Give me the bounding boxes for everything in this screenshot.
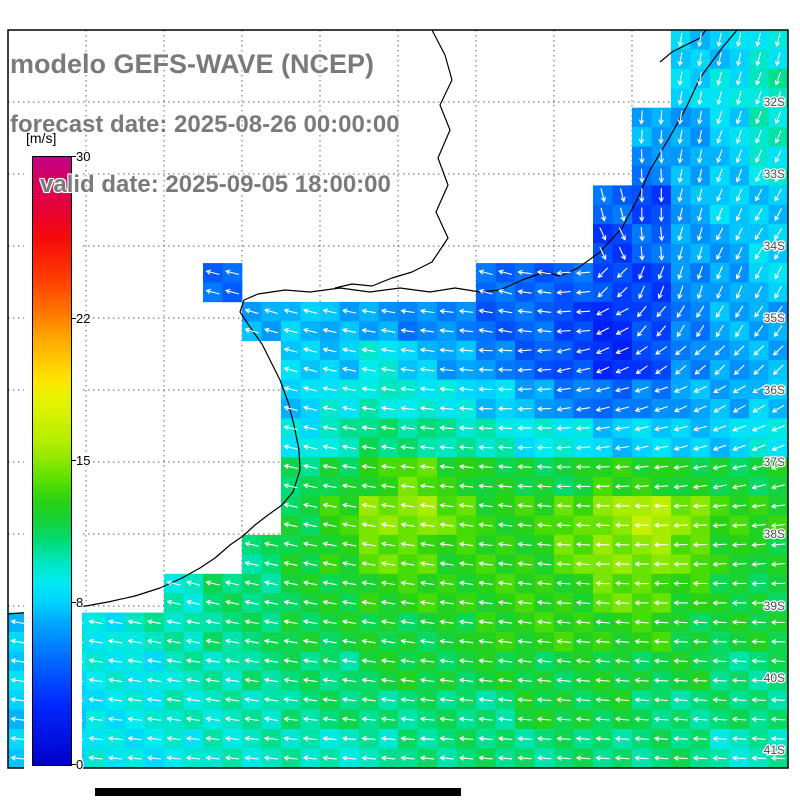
valid-date-line: valid date: 2025-09-05 18:00:00	[40, 170, 391, 198]
colorbar: [m/s] 30 22 15 8 0	[24, 128, 90, 778]
coastline	[7, 29, 738, 615]
svg-text:41S: 41S	[764, 743, 785, 757]
colorbar-gradient	[32, 156, 72, 766]
map-border	[7, 29, 789, 769]
colorbar-tick-mark	[71, 460, 76, 461]
colorbar-tick-label: 30	[76, 149, 91, 164]
colorbar-unit-label: [m/s]	[26, 130, 57, 146]
model-title: modelo GEFS-WAVE (NCEP)	[10, 48, 375, 79]
colorbar-tick-mark	[71, 156, 76, 157]
latitude-labels: 32S 33S 34S 35S 36S 37S 38S 39S 40S 41S	[762, 94, 786, 759]
svg-text:34S: 34S	[764, 239, 785, 253]
svg-text:32S: 32S	[764, 95, 785, 109]
svg-text:37S: 37S	[764, 455, 785, 469]
bottom-scale-bar	[95, 788, 461, 796]
svg-text:38S: 38S	[764, 527, 785, 541]
chart-titles: modelo GEFS-WAVE (NCEP) forecast date: 2…	[10, 16, 400, 231]
colorbar-tick-label: 15	[76, 453, 91, 468]
svg-text:36S: 36S	[764, 383, 785, 397]
svg-text:35S: 35S	[764, 311, 785, 325]
colorbar-tick-mark	[71, 318, 76, 320]
forecast-date-line: forecast date: 2025-08-26 00:00:00	[10, 111, 400, 139]
wind-arrows	[10, 32, 786, 761]
colorbar-tick-label: 22	[76, 311, 91, 327]
svg-text:40S: 40S	[764, 671, 785, 685]
colorbar-tick-label: 8	[76, 594, 84, 610]
colorbar-tick-mark	[71, 764, 76, 765]
svg-text:33S: 33S	[764, 167, 785, 181]
colorbar-tick-label: 0	[76, 757, 84, 772]
colorbar-tick-mark	[71, 601, 76, 603]
svg-text:39S: 39S	[764, 599, 785, 613]
